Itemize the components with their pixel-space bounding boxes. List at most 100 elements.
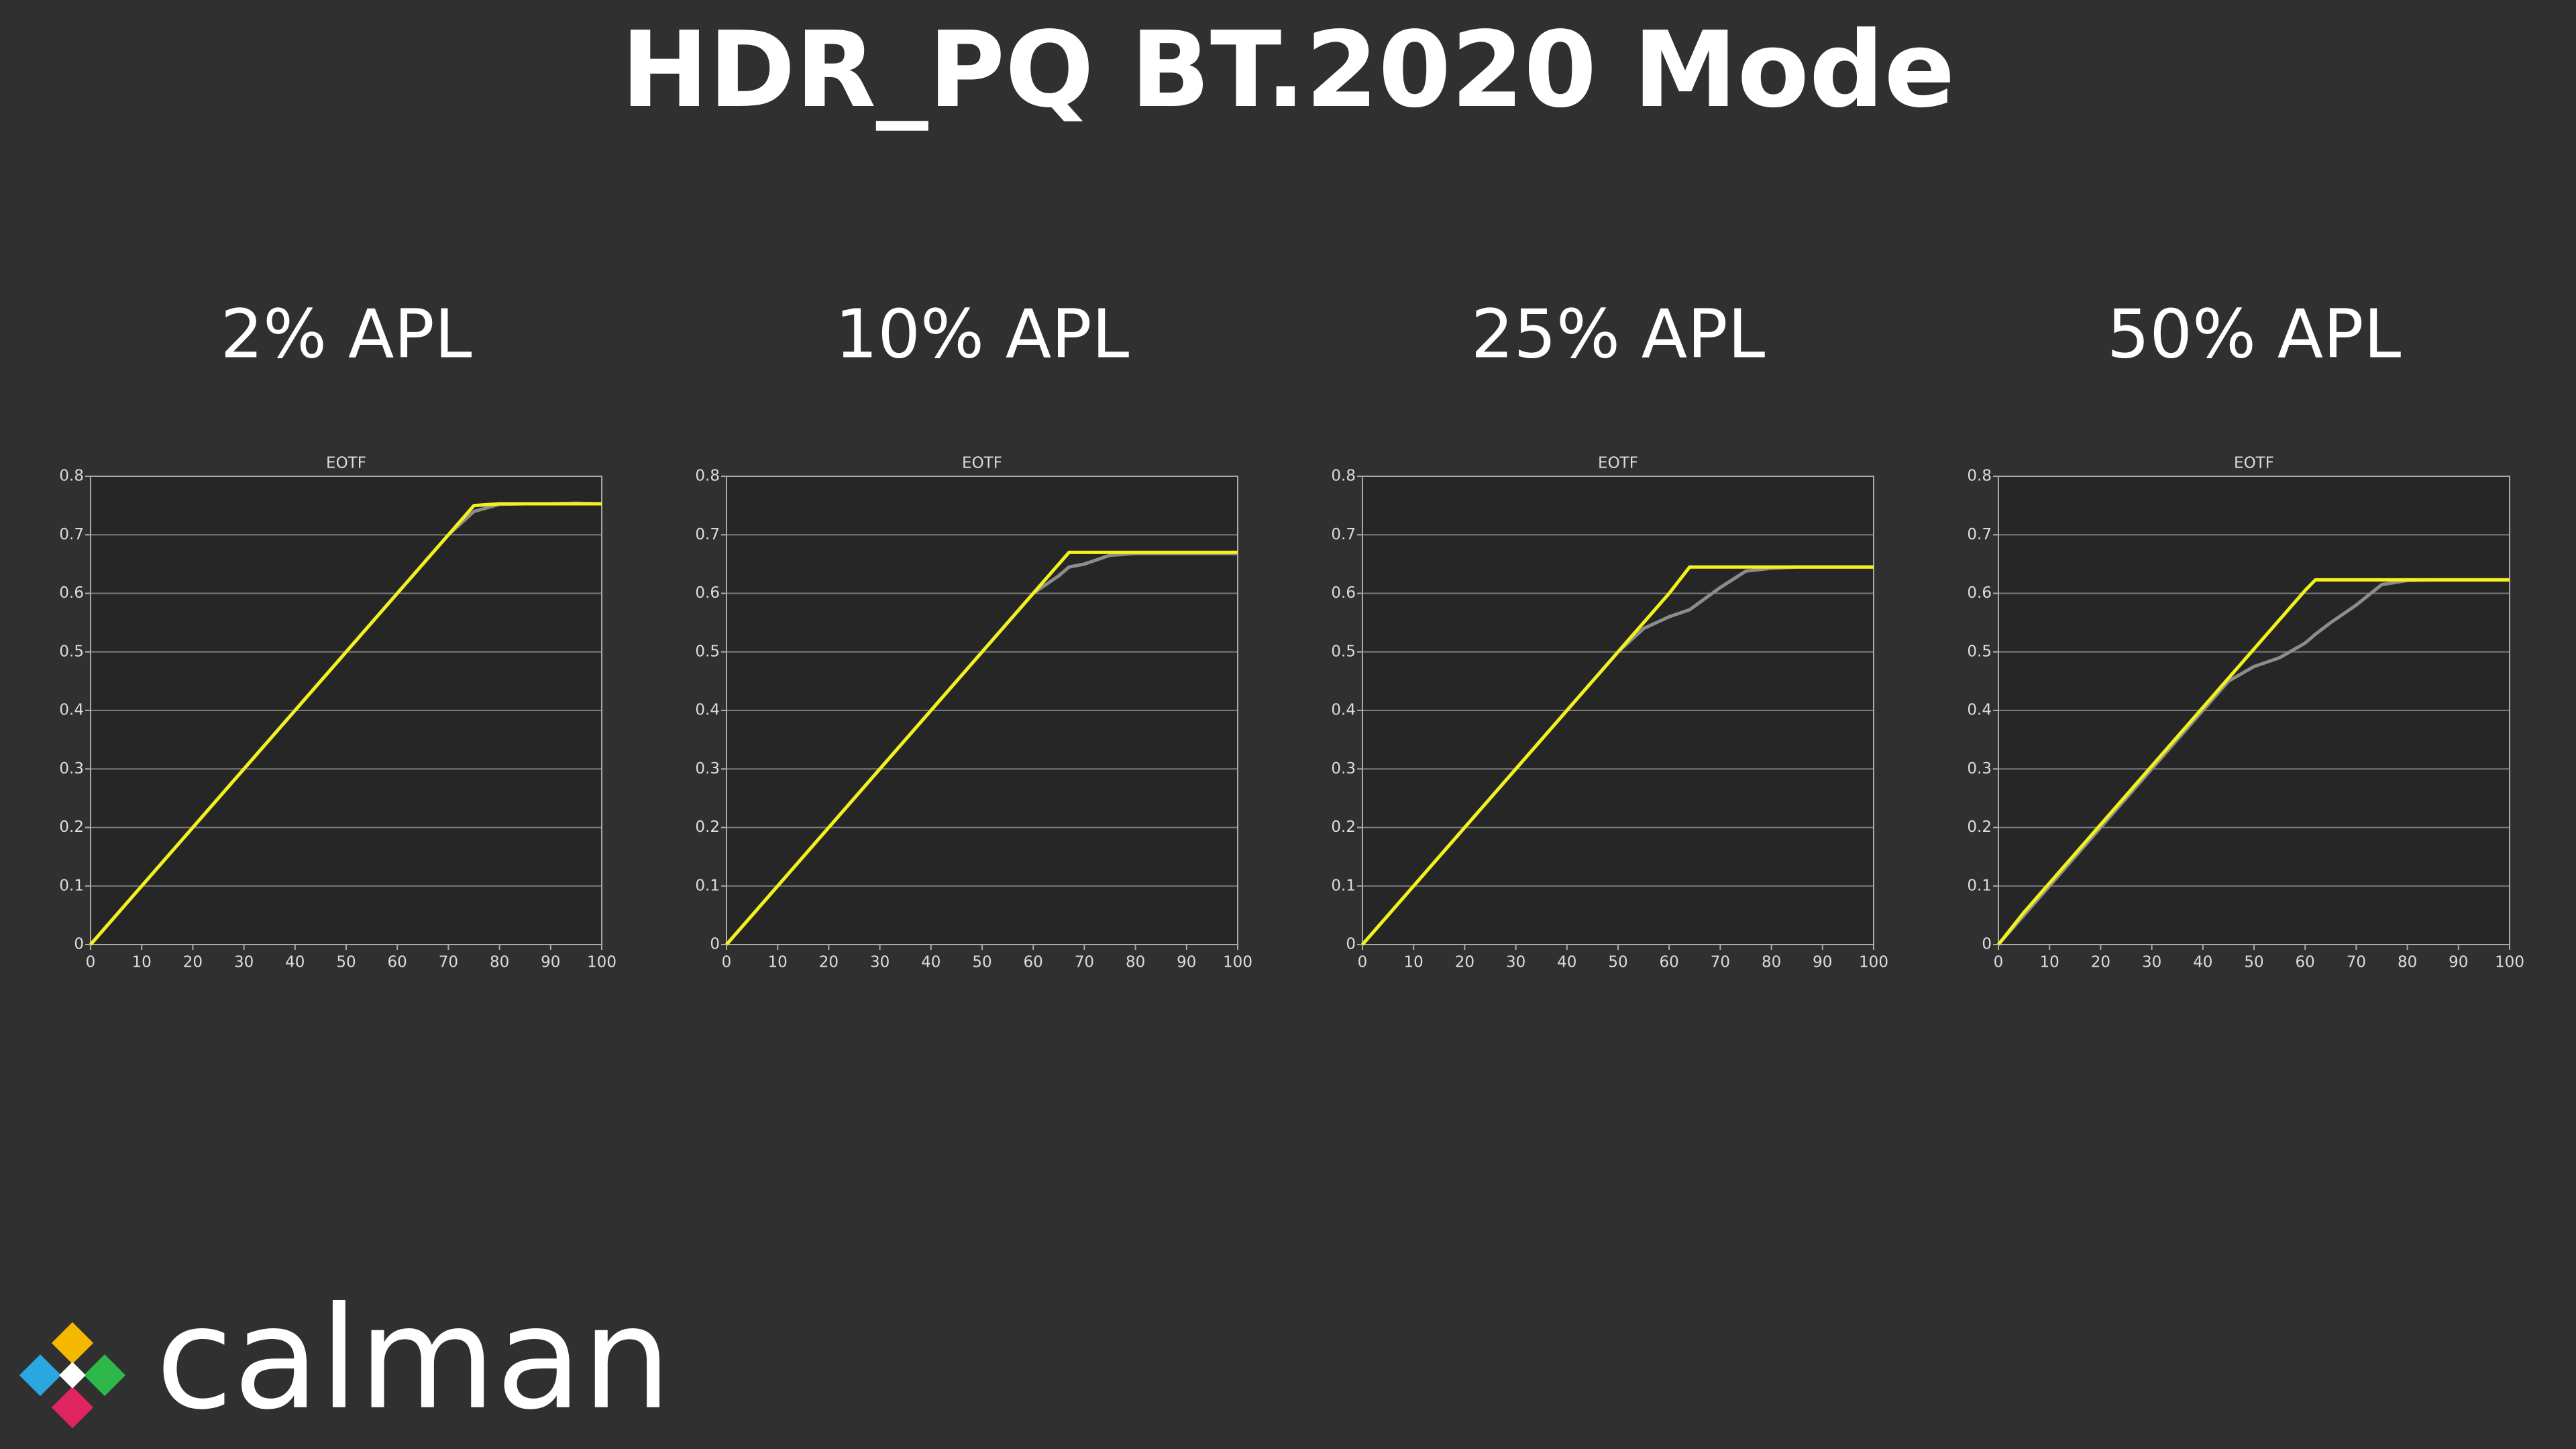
series-line bbox=[725, 550, 1238, 946]
x-tick-label: 80 bbox=[1762, 954, 1781, 971]
y-tick-label: 0.6 bbox=[1331, 584, 1356, 602]
y-tick-label: 0.3 bbox=[1331, 760, 1356, 777]
x-tick-label: 30 bbox=[2142, 954, 2161, 971]
x-tick-label: 0 bbox=[1994, 954, 2004, 971]
y-tick-label: 0.5 bbox=[1331, 643, 1356, 660]
x-tick-label: 50 bbox=[972, 954, 991, 971]
x-tick-label: 20 bbox=[819, 954, 839, 971]
x-tick-label: 40 bbox=[2193, 954, 2212, 971]
x-tick-label: 40 bbox=[1557, 954, 1576, 971]
series-line bbox=[1361, 565, 1874, 946]
x-tick-label: 40 bbox=[921, 954, 941, 971]
y-tick-label: 0.3 bbox=[59, 760, 84, 777]
x-tick-label: 60 bbox=[388, 954, 407, 971]
y-tick-label: 0.2 bbox=[1967, 818, 1992, 836]
x-tick-label: 100 bbox=[1859, 954, 1888, 971]
x-tick-label: 80 bbox=[490, 954, 509, 971]
logo-text: calman bbox=[156, 1277, 672, 1441]
x-tick-label: 30 bbox=[870, 954, 890, 971]
x-tick-label: 90 bbox=[2449, 954, 2468, 971]
x-tick-label: 60 bbox=[1660, 954, 1679, 971]
x-tick-label: 10 bbox=[2040, 954, 2059, 971]
x-tick-label: 90 bbox=[1813, 954, 1832, 971]
y-tick-label: 0.7 bbox=[1331, 526, 1356, 543]
x-tick-label: 20 bbox=[183, 954, 203, 971]
y-tick-label: 0.7 bbox=[695, 526, 720, 543]
y-tick-label: 0.6 bbox=[695, 584, 720, 602]
x-tick-label: 30 bbox=[1506, 954, 1525, 971]
panel-heading: 50% APL bbox=[2107, 294, 2402, 373]
y-tick-label: 0.7 bbox=[1967, 526, 1992, 543]
y-tick-label: 0.2 bbox=[59, 818, 84, 836]
y-tick-label: 0 bbox=[1982, 936, 1992, 953]
x-tick-label: 50 bbox=[336, 954, 356, 971]
y-tick-label: 0.4 bbox=[695, 702, 720, 719]
x-tick-label: 70 bbox=[1711, 954, 1730, 971]
x-tick-label: 20 bbox=[2091, 954, 2110, 971]
y-tick-label: 0.6 bbox=[1967, 584, 1992, 602]
series-line bbox=[1997, 578, 2510, 946]
y-tick-label: 0.8 bbox=[59, 468, 84, 485]
y-tick-label: 0.4 bbox=[1331, 702, 1356, 719]
chart: 2% APL EOTF 0 0.1 0.2 0.3 0.4 0.5 0.6 0.7 0.8 0 10 20… bbox=[59, 294, 616, 971]
x-tick-label: 70 bbox=[439, 954, 458, 971]
chart-title: EOTF bbox=[962, 455, 1002, 472]
chart-title: EOTF bbox=[1598, 455, 1638, 472]
y-tick-label: 0.2 bbox=[1331, 818, 1356, 836]
x-tick-label: 70 bbox=[2347, 954, 2366, 971]
y-tick-label: 0.1 bbox=[59, 877, 84, 894]
chart: 50% APL EOTF 0 0.1 0.2 0.3 0.4 0.5 0.6 0.7 0.8 0 10 2… bbox=[1967, 294, 2524, 971]
x-tick-label: 40 bbox=[285, 954, 305, 971]
plot-frame bbox=[90, 476, 602, 945]
x-tick-label: 20 bbox=[1455, 954, 1474, 971]
x-tick-label: 100 bbox=[587, 954, 616, 971]
x-tick-label: 0 bbox=[86, 954, 96, 971]
x-tick-label: 100 bbox=[1223, 954, 1252, 971]
x-tick-label: 10 bbox=[1404, 954, 1424, 971]
y-tick-label: 0 bbox=[74, 936, 84, 953]
y-tick-label: 0.8 bbox=[1967, 468, 1992, 485]
y-tick-label: 0 bbox=[710, 936, 720, 953]
y-tick-label: 0.2 bbox=[695, 818, 720, 836]
plot-frame bbox=[1998, 476, 2510, 945]
y-tick-label: 0.6 bbox=[59, 584, 84, 602]
x-tick-label: 50 bbox=[2244, 954, 2263, 971]
x-tick-label: 70 bbox=[1075, 954, 1094, 971]
y-tick-label: 0.4 bbox=[59, 702, 84, 719]
plot-frame bbox=[1362, 476, 1874, 945]
y-tick-label: 0.5 bbox=[1967, 643, 1992, 660]
x-tick-label: 60 bbox=[1024, 954, 1043, 971]
y-tick-label: 0.1 bbox=[695, 877, 720, 894]
chart-title: EOTF bbox=[326, 455, 366, 472]
x-tick-label: 50 bbox=[1608, 954, 1627, 971]
panel-heading: 2% APL bbox=[221, 294, 472, 373]
chart: 25% APL EOTF 0 0.1 0.2 0.3 0.4 0.5 0.6 0.7 0.8 0 10 2… bbox=[1331, 294, 1888, 971]
y-tick-label: 0.1 bbox=[1967, 877, 1992, 894]
x-tick-label: 90 bbox=[1177, 954, 1196, 971]
x-tick-label: 0 bbox=[722, 954, 732, 971]
y-tick-label: 0.5 bbox=[695, 643, 720, 660]
chart-title: EOTF bbox=[2234, 455, 2274, 472]
x-tick-label: 30 bbox=[234, 954, 254, 971]
y-tick-label: 0 bbox=[1346, 936, 1356, 953]
x-tick-label: 80 bbox=[2398, 954, 2417, 971]
plot-frame bbox=[726, 476, 1238, 945]
x-tick-label: 60 bbox=[2296, 954, 2315, 971]
y-tick-label: 0.1 bbox=[1331, 877, 1356, 894]
x-tick-label: 90 bbox=[541, 954, 560, 971]
y-tick-label: 0.5 bbox=[59, 643, 84, 660]
y-tick-label: 0.3 bbox=[1967, 760, 1992, 777]
y-tick-label: 0.8 bbox=[1331, 468, 1356, 485]
x-tick-label: 80 bbox=[1126, 954, 1145, 971]
x-tick-label: 100 bbox=[2495, 954, 2524, 971]
panel-heading: 25% APL bbox=[1471, 294, 1766, 373]
series-line bbox=[89, 502, 602, 946]
page-title: HDR_PQ BT.2020 Mode bbox=[621, 9, 1955, 131]
y-tick-label: 0.7 bbox=[59, 526, 84, 543]
x-tick-label: 0 bbox=[1358, 954, 1368, 971]
y-tick-label: 0.3 bbox=[695, 760, 720, 777]
y-tick-label: 0.4 bbox=[1967, 702, 1992, 719]
x-tick-label: 10 bbox=[768, 954, 788, 971]
y-tick-label: 0.8 bbox=[695, 468, 720, 485]
